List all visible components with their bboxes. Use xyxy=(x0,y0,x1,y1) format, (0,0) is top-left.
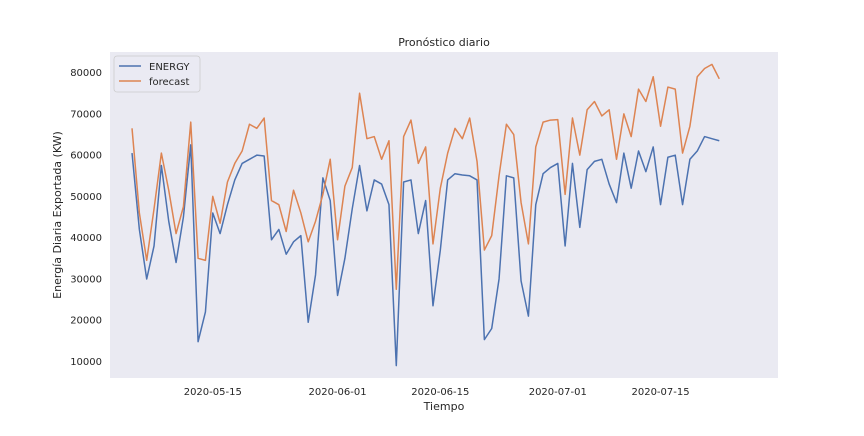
y-tick-label: 70000 xyxy=(70,109,102,120)
x-tick-label: 2020-06-15 xyxy=(411,387,469,398)
legend-label-energy: ENERGY xyxy=(149,62,190,73)
y-tick-label: 20000 xyxy=(70,316,102,327)
x-axis-title: Tiempo xyxy=(423,400,465,413)
y-tick-labels: 10000 20000 30000 40000 50000 60000 70000 80000 xyxy=(70,68,102,368)
legend-label-forecast: forecast xyxy=(149,77,190,88)
x-tick-label: 2020-05-15 xyxy=(184,387,242,398)
y-axis-title: Energía Diaria Exportada (KW) xyxy=(51,131,64,299)
y-tick-label: 80000 xyxy=(70,68,102,79)
x-tick-label: 2020-06-01 xyxy=(308,387,366,398)
x-tick-label: 2020-07-01 xyxy=(529,387,587,398)
y-tick-label: 30000 xyxy=(70,274,102,285)
y-tick-label: 50000 xyxy=(70,192,102,203)
y-tick-label: 60000 xyxy=(70,151,102,162)
y-tick-label: 10000 xyxy=(70,357,102,368)
series-layer xyxy=(131,63,720,367)
y-tick-label: 40000 xyxy=(70,233,102,244)
series-line-forecast xyxy=(131,63,720,291)
x-tick-label: 2020-07-15 xyxy=(631,387,689,398)
x-tick-labels: 2020-05-15 2020-06-01 2020-06-15 2020-07-01… xyxy=(184,387,690,398)
legend: ENERGY forecast xyxy=(113,55,201,93)
legend-box xyxy=(113,55,201,93)
series-line-energy xyxy=(131,135,720,367)
chart-title: Pronóstico diario xyxy=(398,36,490,49)
